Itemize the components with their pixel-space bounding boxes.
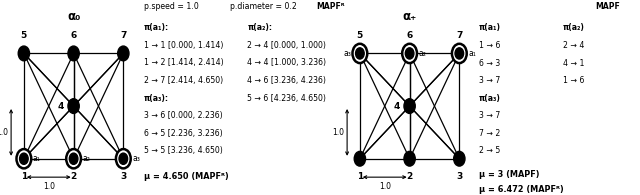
- Text: 4: 4: [393, 102, 399, 111]
- Text: 1.0: 1.0: [332, 128, 344, 137]
- Text: 6: 6: [406, 31, 413, 40]
- Circle shape: [354, 151, 365, 166]
- Text: 1: 1: [20, 172, 27, 181]
- Text: 1 → 1 [0.000, 1.414): 1 → 1 [0.000, 1.414): [144, 41, 223, 50]
- Text: π(a₁): π(a₁): [479, 23, 500, 32]
- Text: 1.0: 1.0: [379, 182, 391, 191]
- Text: a₃: a₃: [343, 49, 351, 58]
- Text: 2: 2: [406, 172, 413, 181]
- Text: 1.0: 1.0: [43, 182, 55, 191]
- Text: 5: 5: [356, 31, 363, 40]
- Text: MAPFᴿ: MAPFᴿ: [316, 2, 344, 11]
- Text: 5: 5: [20, 31, 27, 40]
- Text: 3 → 7: 3 → 7: [479, 76, 500, 85]
- Text: 7: 7: [120, 31, 127, 40]
- Circle shape: [17, 149, 31, 168]
- Text: 6 → 5 [2.236, 3.236): 6 → 5 [2.236, 3.236): [144, 129, 223, 138]
- Text: MAPF: MAPF: [595, 2, 620, 11]
- Text: 2 → 7 [2.414, 4.650): 2 → 7 [2.414, 4.650): [144, 76, 223, 85]
- Text: 5 → 5 [3.236, 4.650): 5 → 5 [3.236, 4.650): [144, 146, 223, 155]
- Text: π(a₁):: π(a₁):: [144, 23, 169, 32]
- Circle shape: [68, 99, 79, 113]
- Text: 1 → 6: 1 → 6: [479, 41, 500, 50]
- Circle shape: [454, 151, 465, 166]
- Text: a₂: a₂: [83, 154, 90, 163]
- Circle shape: [353, 44, 367, 63]
- Circle shape: [116, 149, 131, 168]
- Circle shape: [405, 48, 414, 59]
- Circle shape: [452, 44, 467, 63]
- Text: 6 → 3: 6 → 3: [479, 58, 500, 67]
- Text: π(a₃): π(a₃): [479, 94, 500, 103]
- Circle shape: [69, 153, 78, 164]
- Circle shape: [402, 44, 417, 63]
- Text: 3 → 6 [0.000, 2.236): 3 → 6 [0.000, 2.236): [144, 111, 223, 120]
- Text: a₃: a₃: [132, 154, 140, 163]
- Text: 2 → 4 [0.000, 1.000): 2 → 4 [0.000, 1.000): [248, 41, 326, 50]
- Text: 5 → 6 [4.236, 4.650): 5 → 6 [4.236, 4.650): [248, 94, 326, 103]
- Text: a₁: a₁: [468, 49, 476, 58]
- Text: 7 → 2: 7 → 2: [479, 129, 500, 138]
- Text: p.diameter = 0.2: p.diameter = 0.2: [230, 2, 296, 11]
- Text: 1.0: 1.0: [0, 128, 8, 137]
- Text: 1 → 6: 1 → 6: [563, 76, 584, 85]
- Circle shape: [119, 153, 127, 164]
- Text: 4 → 4 [1.000, 3.236): 4 → 4 [1.000, 3.236): [248, 58, 326, 67]
- Text: μ = 4.650 (MAPFᴿ): μ = 4.650 (MAPFᴿ): [144, 172, 228, 181]
- Text: π(a₃):: π(a₃):: [144, 94, 169, 103]
- Text: 4: 4: [57, 102, 63, 111]
- Text: 7: 7: [456, 31, 463, 40]
- Text: p.speed = 1.0: p.speed = 1.0: [144, 2, 199, 11]
- Text: 3: 3: [120, 172, 127, 181]
- Text: α₀: α₀: [67, 10, 80, 23]
- Circle shape: [18, 46, 29, 61]
- Text: 3: 3: [456, 172, 463, 181]
- Circle shape: [68, 46, 79, 61]
- Text: 1 → 2 [1.414, 2.414): 1 → 2 [1.414, 2.414): [144, 58, 223, 67]
- Text: μ = 6.472 (MAPFᴿ): μ = 6.472 (MAPFᴿ): [479, 185, 563, 194]
- Circle shape: [404, 99, 415, 113]
- Text: 3 → 7: 3 → 7: [479, 111, 500, 120]
- Text: π(a₂):: π(a₂):: [248, 23, 273, 32]
- Circle shape: [455, 48, 463, 59]
- Text: a₂: a₂: [419, 49, 426, 58]
- Circle shape: [20, 153, 28, 164]
- Text: π(a₂): π(a₂): [563, 23, 584, 32]
- Text: a₁: a₁: [33, 154, 40, 163]
- Text: 4 → 1: 4 → 1: [563, 58, 584, 67]
- Text: 6: 6: [70, 31, 77, 40]
- Text: 2 → 5: 2 → 5: [479, 146, 500, 155]
- Text: α₊: α₊: [403, 10, 417, 23]
- Text: 1: 1: [356, 172, 363, 181]
- Circle shape: [356, 48, 364, 59]
- Text: 2 → 4: 2 → 4: [563, 41, 584, 50]
- Circle shape: [118, 46, 129, 61]
- Text: μ = 3 (MAPF): μ = 3 (MAPF): [479, 170, 540, 179]
- Text: 2: 2: [70, 172, 77, 181]
- Circle shape: [66, 149, 81, 168]
- Text: 4 → 6 [3.236, 4.236): 4 → 6 [3.236, 4.236): [248, 76, 326, 85]
- Circle shape: [404, 151, 415, 166]
